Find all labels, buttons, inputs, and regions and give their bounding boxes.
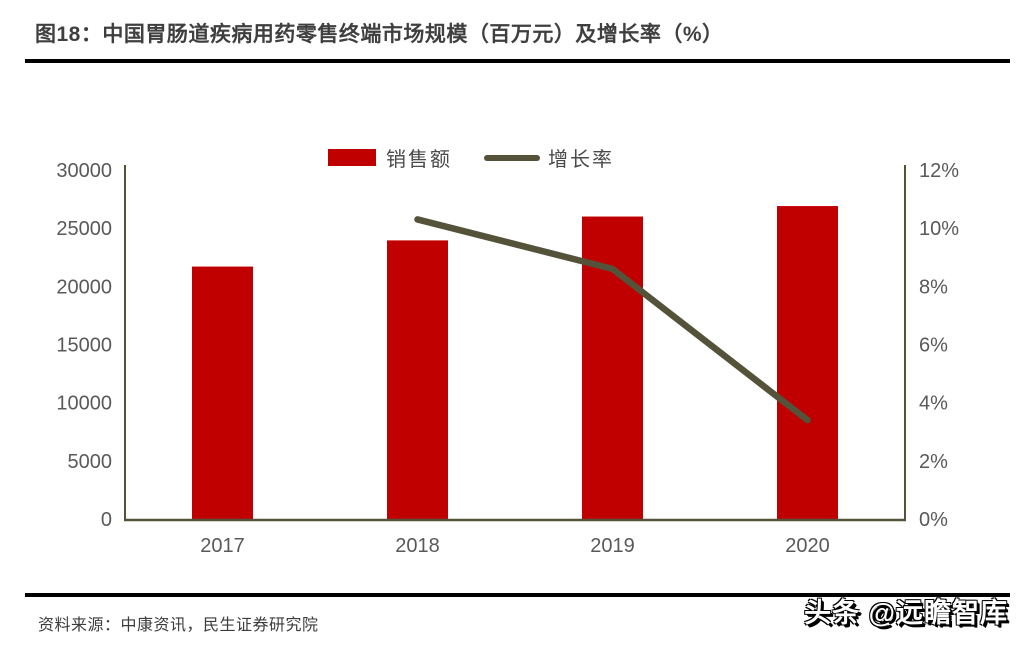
legend-bar-label: 销售额 bbox=[386, 149, 452, 171]
bar-2020 bbox=[777, 206, 838, 519]
legend-line-label: 增长率 bbox=[548, 149, 614, 171]
right-tick-0%: 0% bbox=[919, 509, 948, 531]
left-tick-20000: 20000 bbox=[56, 276, 112, 298]
title-divider bbox=[25, 59, 1010, 63]
right-tick-2%: 2% bbox=[919, 451, 948, 473]
legend-line-swatch bbox=[484, 154, 540, 161]
left-tick-10000: 10000 bbox=[56, 393, 112, 415]
legend-bar-swatch bbox=[328, 149, 376, 166]
bar-2018 bbox=[387, 240, 448, 520]
right-tick-6%: 6% bbox=[919, 335, 948, 357]
footer-divider bbox=[25, 593, 1010, 597]
x-label-2017: 2017 bbox=[200, 535, 245, 557]
right-tick-4%: 4% bbox=[919, 393, 948, 415]
left-tick-0: 0 bbox=[101, 509, 112, 531]
page-title: 图18：中国胃肠道疾病用药零售终端市场规模（百万元）及增长率（%） bbox=[35, 23, 724, 46]
right-tick-8%: 8% bbox=[919, 276, 948, 298]
x-label-2018: 2018 bbox=[395, 535, 440, 557]
growth-rate-line bbox=[414, 216, 811, 424]
right-tick-12%: 12% bbox=[919, 160, 959, 182]
right-tick-10%: 10% bbox=[919, 218, 959, 240]
left-tick-25000: 25000 bbox=[56, 218, 112, 240]
x-label-2020: 2020 bbox=[785, 535, 830, 557]
source-note: 资料来源：中康资讯，民生证券研究院 bbox=[38, 617, 319, 634]
bar-2017 bbox=[192, 266, 253, 519]
x-label-2019: 2019 bbox=[590, 535, 635, 557]
left-tick-15000: 15000 bbox=[56, 335, 112, 357]
chart-legend: 销售额 增长率 bbox=[328, 143, 614, 172]
watermark: 头条 @远瞻智库 bbox=[804, 598, 1008, 628]
left-tick-5000: 5000 bbox=[68, 451, 113, 473]
left-tick-30000: 30000 bbox=[56, 160, 112, 182]
